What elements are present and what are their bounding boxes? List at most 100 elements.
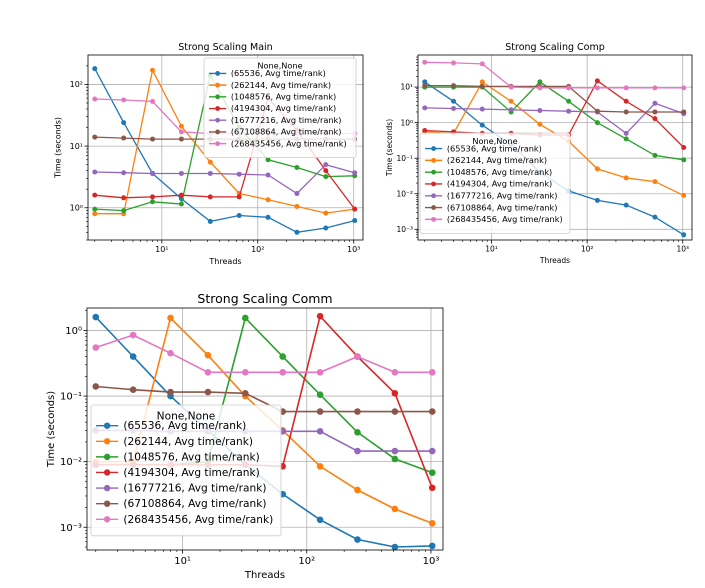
data-point	[652, 109, 658, 115]
legend-label: (65536, Avg time/rank)	[447, 143, 542, 153]
data-point	[294, 164, 300, 170]
legend-entry: (67108864, Avg time/rank)	[425, 202, 557, 212]
x-tick-label: 10²	[298, 556, 315, 567]
legend-marker	[431, 193, 437, 199]
data-point	[623, 85, 629, 91]
data-point	[479, 61, 485, 67]
chart-title: Strong Scaling Comp	[505, 42, 605, 53]
data-point	[681, 232, 687, 238]
data-point	[623, 136, 629, 142]
x-tick-label: 10¹	[485, 245, 498, 254]
data-point	[323, 168, 329, 174]
y-tick-label: 10⁻³	[396, 225, 413, 234]
legend-marker	[431, 205, 437, 210]
legend-marker	[215, 106, 221, 111]
data-point	[204, 351, 212, 359]
data-point	[652, 100, 658, 106]
legend-label: (16777216, Avg time/rank)	[123, 483, 266, 495]
data-point	[121, 120, 127, 126]
data-point	[681, 85, 687, 91]
y-tick-label: 10⁻¹	[396, 154, 413, 163]
data-point	[294, 203, 300, 209]
legend-entry: (4194304, Avg time/rank)	[209, 103, 336, 113]
legend-title: None,None	[157, 411, 216, 423]
chart-1: 10¹ 10² 10³ 10⁰ 10¹ 10² Strong Scaling Main Thr…	[53, 42, 364, 266]
data-point	[236, 171, 242, 177]
data-point	[242, 369, 249, 376]
data-point	[129, 331, 137, 339]
data-point	[422, 128, 428, 134]
data-point	[316, 462, 324, 470]
legend-box	[90, 404, 282, 537]
data-point	[479, 79, 485, 85]
legend-marker	[215, 94, 221, 100]
data-point	[428, 369, 436, 376]
series-line	[95, 334, 433, 374]
data-point	[623, 98, 629, 104]
data-point	[391, 505, 399, 513]
data-point	[681, 157, 687, 163]
legend-entry: (1048576, Avg time/rank)	[425, 167, 552, 177]
series-7	[422, 59, 687, 91]
data-point	[316, 408, 324, 415]
data-point	[121, 208, 127, 214]
legend-marker	[215, 117, 221, 123]
legend-label: (268435456, Avg time/rank)	[231, 138, 347, 148]
series-line	[424, 84, 684, 113]
legend: None,None(65536, Avg time/rank) (262144, …	[90, 404, 282, 537]
legend-entry: (268435456, Avg time/rank)	[209, 138, 347, 148]
data-point	[207, 218, 213, 224]
data-point	[594, 197, 600, 203]
data-point	[92, 169, 98, 175]
data-point	[265, 157, 271, 163]
data-point	[537, 107, 543, 113]
series-5	[92, 162, 358, 197]
x-axis-label: Threads	[208, 257, 241, 266]
y-tick-label: 10⁻²	[396, 189, 413, 198]
legend-label: (67108864, Avg time/rank)	[447, 202, 558, 212]
data-point	[681, 192, 687, 198]
legend-box	[419, 132, 571, 234]
series-line	[95, 385, 433, 413]
legend-label: (4194304, Avg time/rank)	[123, 467, 259, 479]
data-point	[428, 519, 436, 527]
data-point	[594, 78, 600, 84]
legend-marker	[103, 453, 111, 461]
data-point	[236, 194, 242, 200]
data-point	[566, 98, 572, 104]
data-point	[178, 192, 184, 198]
data-point	[391, 408, 399, 415]
data-point	[391, 447, 399, 455]
series-line	[94, 163, 355, 195]
data-point	[294, 229, 300, 235]
data-point	[323, 225, 329, 231]
legend-label: (1048576, Avg time/rank)	[447, 167, 552, 177]
legend-entry: (262144, Avg time/rank)	[425, 155, 547, 165]
legend-marker	[103, 500, 111, 507]
data-point	[508, 84, 514, 90]
data-point	[178, 123, 184, 129]
y-tick-label: 10⁰	[65, 326, 82, 337]
data-point	[422, 105, 428, 111]
series-line	[94, 68, 355, 233]
data-point	[92, 383, 100, 390]
data-point	[323, 162, 329, 168]
data-point	[652, 214, 658, 220]
x-tick-label: 10¹	[155, 245, 168, 254]
legend-label: (67108864, Avg time/rank)	[231, 127, 342, 137]
data-point	[265, 197, 271, 203]
data-point	[451, 106, 457, 112]
y-tick-label: 10⁻²	[60, 457, 82, 468]
data-point	[594, 85, 600, 91]
y-tick-label: 10⁻³	[60, 523, 82, 534]
data-point	[150, 199, 156, 205]
legend-label: (67108864, Avg time/rank)	[123, 498, 266, 510]
y-tick-label: 10¹	[70, 142, 83, 151]
data-point	[150, 136, 156, 142]
data-point	[323, 174, 329, 180]
data-point	[652, 116, 658, 122]
data-point	[354, 408, 361, 415]
legend-title: None,None	[472, 136, 517, 146]
data-point	[422, 83, 428, 89]
data-point	[354, 447, 361, 455]
